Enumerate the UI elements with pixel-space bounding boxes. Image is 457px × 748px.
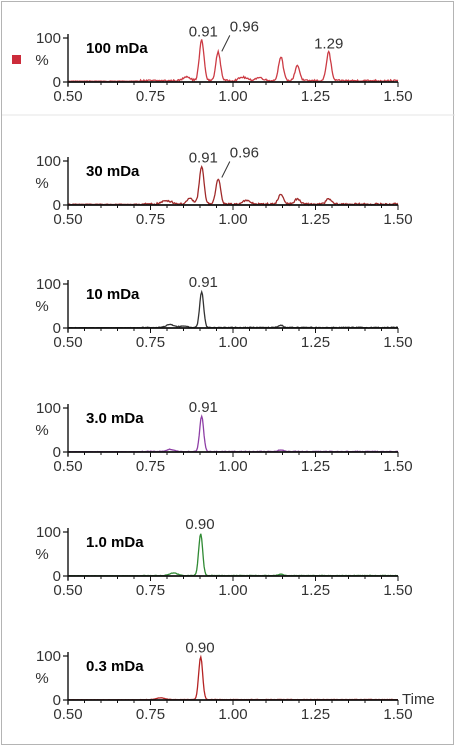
x-tick-label: 0.75 [136, 458, 165, 475]
peak-leader [221, 161, 231, 178]
x-tick-label: 1.25 [301, 211, 330, 228]
y-tick-label: 0 [53, 568, 61, 585]
peak-label: 0.90 [185, 516, 214, 533]
x-tick-label: 0.50 [53, 334, 82, 351]
trace-title: 30 mDa [86, 163, 140, 180]
x-tick-label: 1.00 [218, 582, 247, 599]
x-tick-label: 1.50 [383, 706, 412, 723]
x-tick-label: 1.25 [301, 458, 330, 475]
chromatogram-3: 100 0% 0.50 0.75 1.00 1.25 1.50 3.0 mDa 0.91 [35, 399, 412, 475]
y-tick-label: 0 [53, 320, 61, 337]
peak-label: 0.96 [230, 144, 259, 161]
peak-label: 0.91 [189, 274, 218, 291]
x-axis-label: Time [402, 691, 435, 708]
x-tick-label: 0.50 [53, 88, 82, 105]
chromatogram-1: 100 0% 0.50 0.75 1.00 1.25 1.50 30 mDa 0.91 0.96 [35, 144, 412, 228]
y-tick-label: 100 [36, 524, 61, 541]
y-tick-label: 100 [36, 648, 61, 665]
x-tick-label: 1.50 [383, 458, 412, 475]
y-axis-label: % [35, 298, 48, 315]
y-tick-label: 0 [53, 74, 61, 91]
trace-title: 3.0 mDa [86, 410, 144, 427]
peak-label: 0.96 [230, 18, 259, 35]
x-tick-label: 0.75 [136, 211, 165, 228]
x-tick-label: 0.50 [53, 458, 82, 475]
y-axis-label: % [35, 175, 48, 192]
y-axis-label: % [35, 422, 48, 439]
trace-title: 1.0 mDa [86, 534, 144, 551]
peak-label: 0.91 [189, 150, 218, 167]
x-tick-label: 1.00 [218, 706, 247, 723]
peak-label: 0.91 [189, 399, 218, 416]
trace-title: 10 mDa [86, 286, 140, 303]
selected-trace-marker[interactable] [12, 55, 21, 64]
peak-leader [221, 35, 231, 52]
peak-label: 1.29 [314, 35, 343, 52]
x-tick-label: 1.25 [301, 582, 330, 599]
x-tick-label: 1.50 [383, 211, 412, 228]
y-axis-label: % [35, 52, 48, 69]
y-axis-label: % [35, 670, 48, 687]
x-tick-label: 1.25 [301, 88, 330, 105]
x-tick-label: 1.50 [383, 334, 412, 351]
trace-title: 0.3 mDa [86, 658, 144, 675]
x-tick-label: 1.50 [383, 582, 412, 599]
x-tick-label: 0.50 [53, 211, 82, 228]
trace-title: 100 mDa [86, 40, 148, 57]
x-tick-label: 1.50 [383, 88, 412, 105]
y-tick-label: 100 [36, 400, 61, 417]
x-tick-label: 0.50 [53, 706, 82, 723]
y-tick-label: 100 [36, 153, 61, 170]
x-tick-label: 0.75 [136, 582, 165, 599]
y-tick-label: 0 [53, 444, 61, 461]
x-tick-label: 0.75 [136, 88, 165, 105]
peak-label: 0.91 [189, 24, 218, 41]
chromatogram-0: 100 0% 0.50 0.75 1.00 1.25 1.50 100 mDa 0.91 0.96… [35, 18, 412, 105]
y-tick-label: 0 [53, 197, 61, 214]
chromatogram-4: 100 0% 0.50 0.75 1.00 1.25 1.50 1.0 mDa 0.90 [35, 516, 412, 599]
x-tick-label: 1.00 [218, 211, 247, 228]
chromatogram-2: 100 0% 0.50 0.75 1.00 1.25 1.50 10 mDa 0.91 [35, 274, 412, 351]
y-axis-label: % [35, 546, 48, 563]
x-tick-label: 1.25 [301, 706, 330, 723]
x-tick-label: 1.00 [218, 458, 247, 475]
y-tick-label: 100 [36, 276, 61, 293]
y-tick-label: 0 [53, 692, 61, 709]
x-tick-label: 1.00 [218, 88, 247, 105]
x-tick-label: 1.00 [218, 334, 247, 351]
x-tick-label: 0.75 [136, 706, 165, 723]
peak-label: 0.90 [185, 639, 214, 656]
x-tick-label: 1.25 [301, 334, 330, 351]
x-tick-label: 0.50 [53, 582, 82, 599]
y-tick-label: 100 [36, 30, 61, 47]
x-tick-label: 0.75 [136, 334, 165, 351]
